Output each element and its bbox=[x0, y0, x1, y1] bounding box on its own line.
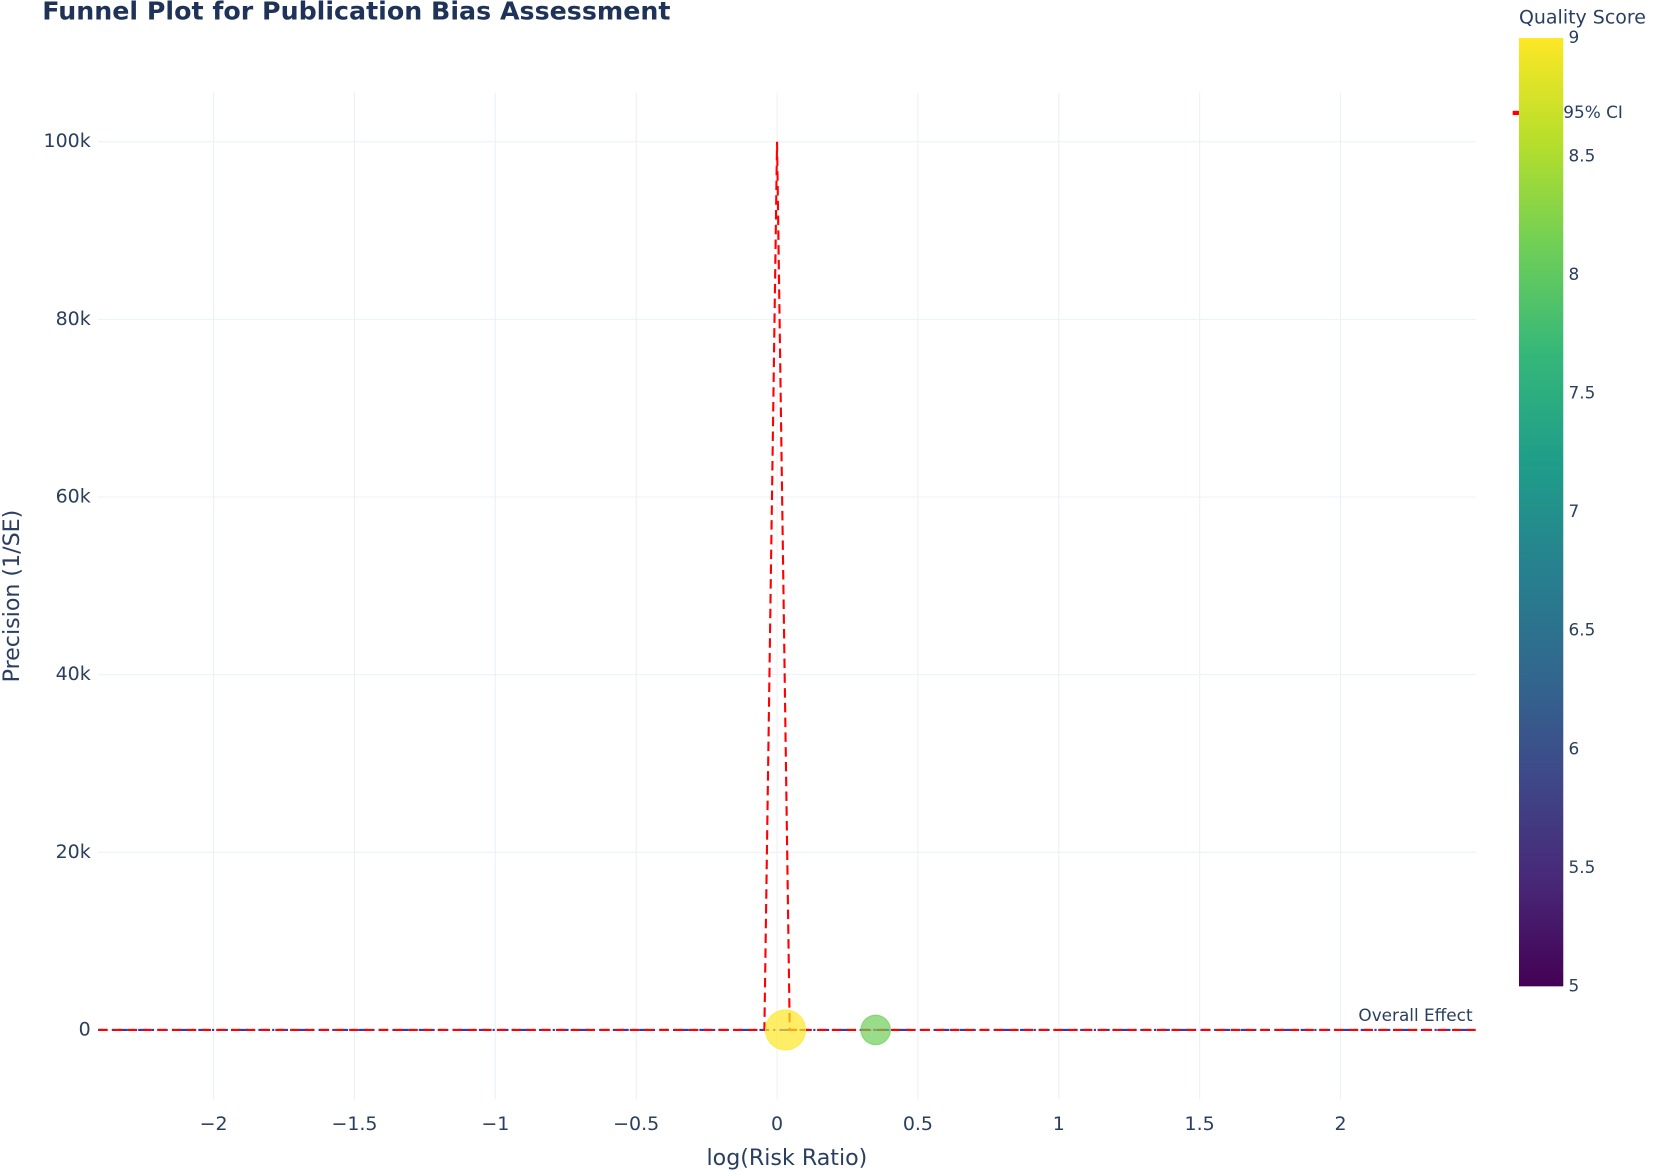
colorbar-tick-label: 5 bbox=[1569, 975, 1580, 995]
x-tick-label: −1.5 bbox=[331, 1113, 377, 1135]
colorbar-title: Quality Score bbox=[1519, 6, 1646, 28]
y-tick-label: 0 bbox=[79, 1018, 91, 1040]
colorbar bbox=[1518, 38, 1564, 987]
legend-label: 95% CI bbox=[1563, 102, 1623, 122]
plot-area bbox=[98, 141, 1476, 1051]
y-tick-label: 60k bbox=[56, 486, 91, 508]
colorbar-tick-label: 5.5 bbox=[1569, 857, 1596, 877]
chart-title: Funnel Plot for Publication Bias Assessm… bbox=[42, 0, 670, 26]
colorbar-tick-label: 7.5 bbox=[1569, 383, 1596, 403]
colorbar-tick-label: 6.5 bbox=[1569, 620, 1596, 640]
colorbar-tick-label: 9 bbox=[1569, 27, 1580, 47]
colorbar-tick-label: 7 bbox=[1569, 501, 1580, 521]
x-tick-label: 1.5 bbox=[1185, 1113, 1215, 1135]
y-tick-label: 100k bbox=[44, 130, 91, 152]
overall-effect-label: Overall Effect bbox=[1358, 1005, 1473, 1025]
y-axis-title: Precision (1/SE) bbox=[0, 510, 25, 683]
study-point bbox=[764, 1009, 807, 1051]
y-tick-label: 80k bbox=[56, 308, 91, 330]
colorbar-tick-label: 6 bbox=[1569, 738, 1580, 758]
x-tick-label: 1 bbox=[1053, 1113, 1065, 1135]
x-tick-label: 0 bbox=[771, 1113, 783, 1135]
colorbar-tick-label: 8 bbox=[1569, 264, 1580, 284]
y-tick-label: 20k bbox=[56, 841, 91, 863]
grid bbox=[98, 92, 1476, 1100]
y-tick-label: 40k bbox=[56, 663, 91, 685]
ci-line bbox=[98, 141, 1476, 1031]
study-point bbox=[860, 1014, 891, 1046]
x-tick-label: 0.5 bbox=[903, 1113, 933, 1135]
x-tick-label: 2 bbox=[1334, 1113, 1346, 1135]
x-tick-label: −0.5 bbox=[613, 1113, 659, 1135]
x-tick-label: −1 bbox=[481, 1113, 509, 1135]
colorbar-tick-label: 8.5 bbox=[1569, 146, 1596, 166]
x-axis-title: log(Risk Ratio) bbox=[707, 1145, 868, 1171]
x-tick-label: −2 bbox=[200, 1113, 228, 1135]
